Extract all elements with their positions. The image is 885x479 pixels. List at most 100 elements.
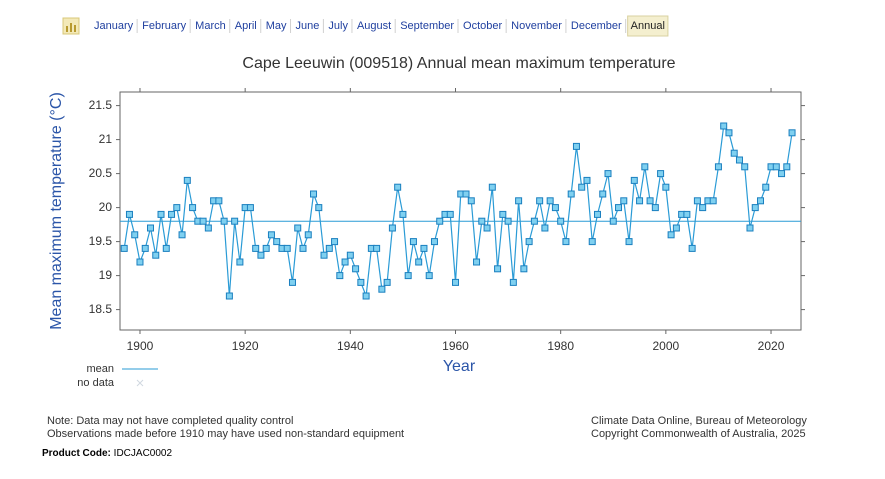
data-point xyxy=(430,238,438,246)
data-point xyxy=(420,244,428,252)
x-tick-label: 1960 xyxy=(442,339,469,353)
data-point xyxy=(436,217,444,225)
nav-link[interactable]: May xyxy=(266,20,287,32)
data-point xyxy=(331,238,339,246)
data-point xyxy=(788,129,796,137)
x-tick-label: 2000 xyxy=(653,339,680,353)
data-point xyxy=(178,231,186,239)
data-point xyxy=(688,244,696,252)
y-tick-label: 20.5 xyxy=(89,166,113,180)
data-point xyxy=(567,190,575,198)
data-point xyxy=(378,285,386,293)
y-tick-label: 18.5 xyxy=(89,302,113,316)
data-point xyxy=(588,238,596,246)
y-tick-label: 21.5 xyxy=(89,98,113,112)
data-point xyxy=(478,217,486,225)
data-point xyxy=(599,190,607,198)
data-point xyxy=(735,156,743,164)
data-point xyxy=(157,210,165,218)
data-point xyxy=(778,170,786,178)
product-code-value: IDCJAC0002 xyxy=(114,448,173,459)
data-point xyxy=(593,210,601,218)
data-point xyxy=(346,251,354,259)
data-point xyxy=(473,258,481,266)
nav-link[interactable]: March xyxy=(195,20,226,32)
data-point xyxy=(136,258,144,266)
data-point xyxy=(530,217,538,225)
data-point xyxy=(336,272,344,280)
data-point xyxy=(409,238,417,246)
data-point xyxy=(757,197,765,205)
data-point xyxy=(220,217,228,225)
data-point xyxy=(699,204,707,212)
data-point xyxy=(315,204,323,212)
nav-link[interactable]: Annual xyxy=(631,20,665,32)
nav-link[interactable]: January xyxy=(94,20,134,32)
data-point xyxy=(294,224,302,232)
data-point xyxy=(620,197,628,205)
data-point xyxy=(415,258,423,266)
data-point xyxy=(236,258,244,266)
nav-link[interactable]: February xyxy=(142,20,187,32)
data-point xyxy=(262,244,270,252)
data-point xyxy=(504,217,512,225)
nav-link[interactable]: July xyxy=(328,20,348,32)
data-point xyxy=(183,176,191,184)
x-axis-label: Year xyxy=(443,358,476,375)
data-point xyxy=(304,231,312,239)
footer-note: Note: Data may not have completed qualit… xyxy=(47,415,293,427)
data-point xyxy=(373,244,381,252)
data-point xyxy=(709,197,717,205)
data-point xyxy=(499,210,507,218)
nav-link[interactable]: December xyxy=(571,20,622,32)
data-point xyxy=(657,170,665,178)
data-point xyxy=(273,238,281,246)
data-point xyxy=(173,204,181,212)
data-point xyxy=(494,265,502,273)
data-point xyxy=(452,278,460,286)
nav-link[interactable]: October xyxy=(463,20,502,32)
data-point xyxy=(168,210,176,218)
data-point xyxy=(446,210,454,218)
data-point xyxy=(267,231,275,239)
chart-icon[interactable] xyxy=(62,17,80,35)
data-point xyxy=(693,197,701,205)
data-point xyxy=(714,163,722,171)
data-point xyxy=(352,265,360,273)
data-point xyxy=(651,204,659,212)
data-point xyxy=(320,251,328,259)
data-point xyxy=(509,278,517,286)
legend-label: mean xyxy=(86,363,114,375)
data-point xyxy=(730,149,738,157)
data-point xyxy=(741,163,749,171)
nav-link[interactable]: April xyxy=(235,20,257,32)
y-tick-label: 19.5 xyxy=(89,234,113,248)
nav-link[interactable]: September xyxy=(400,20,454,32)
data-point xyxy=(483,224,491,232)
x-tick-label: 1980 xyxy=(547,339,574,353)
data-point xyxy=(672,224,680,232)
data-point xyxy=(399,210,407,218)
data-point xyxy=(762,183,770,191)
x-tick-label: 1920 xyxy=(232,339,259,353)
x-tick-label: 1940 xyxy=(337,339,364,353)
data-point xyxy=(394,183,402,191)
y-tick-label: 19 xyxy=(99,268,113,282)
data-point xyxy=(683,210,691,218)
nav-link[interactable]: June xyxy=(296,20,320,32)
data-point xyxy=(231,217,239,225)
footer-credit: Climate Data Online, Bureau of Meteorolo… xyxy=(591,415,807,427)
x-tick-label: 2020 xyxy=(758,339,785,353)
data-point xyxy=(310,190,318,198)
data-point xyxy=(625,238,633,246)
nav-tab-active[interactable] xyxy=(627,15,669,37)
data-point xyxy=(536,197,544,205)
data-point xyxy=(725,129,733,137)
nav-link[interactable]: November xyxy=(511,20,562,32)
y-axis-label: Mean maximum temperature (°C) xyxy=(48,92,65,330)
data-point xyxy=(667,231,675,239)
nav-link[interactable]: August xyxy=(357,20,391,32)
data-point xyxy=(362,292,370,300)
